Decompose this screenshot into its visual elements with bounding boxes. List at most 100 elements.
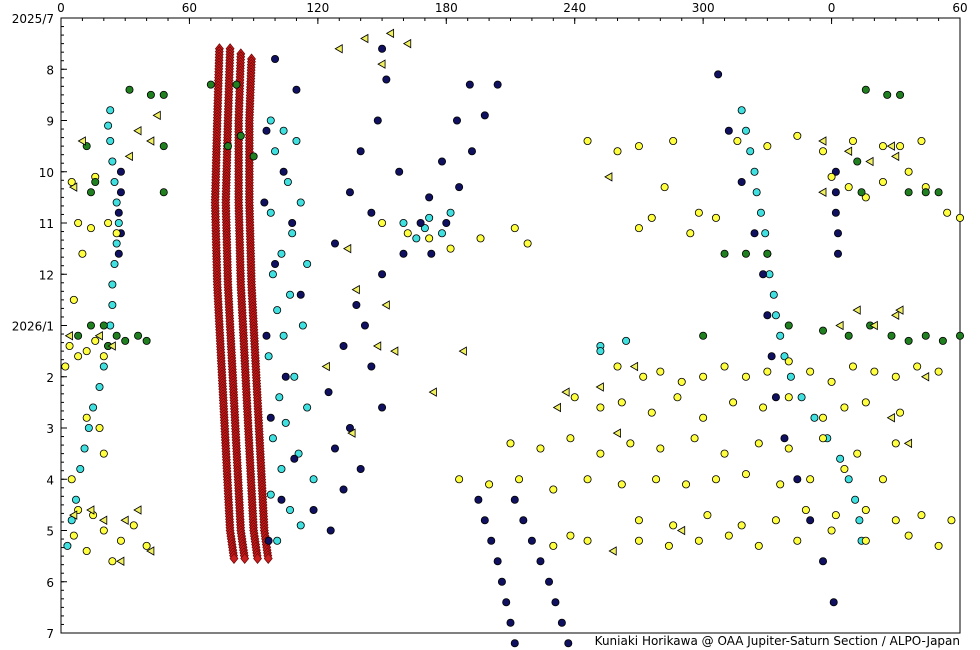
series-0-point [112,239,121,248]
series-2-point [634,224,643,233]
series-5-point [116,556,125,566]
series-0-point [420,224,429,233]
series-2-point [583,475,592,484]
series-2-point [917,136,926,145]
series-3-point [934,188,943,197]
series-2-point [793,131,802,140]
series-0-point [786,372,795,381]
y-tick-label: 4 [46,473,54,487]
series-2-point [861,505,870,514]
series-5-point [890,310,900,320]
series-3-point [921,331,930,340]
series-2-point [95,423,104,432]
series-0-point [279,126,288,135]
series-1-point [114,208,123,217]
series-0-point [810,413,819,422]
series-0-point [851,495,860,504]
series-3-point [844,331,853,340]
series-1-point [339,485,348,494]
series-1-point [714,70,723,79]
series-2-point [634,142,643,151]
series-2-point [724,531,733,540]
plot-frame [60,17,961,634]
series-0-point [596,347,605,356]
y-tick-label: 2 [46,371,54,385]
series-2-point [626,439,635,448]
series-5-point [428,387,437,397]
series-1-point [262,126,271,135]
series-2-point [711,475,720,484]
series-2-point [848,136,857,145]
series-2-point [476,234,485,243]
series-5-point [152,110,161,121]
series-2-point [634,536,643,545]
series-2-point [506,439,515,448]
series-1-point [724,126,733,135]
series-0-point [412,234,421,243]
series-2-point [711,213,720,222]
series-2-point [720,362,729,371]
series-0-point [296,198,305,207]
series-3-point [699,331,708,340]
series-0-point [298,321,307,330]
series-2-point [634,516,643,525]
series-0-point [67,516,76,525]
series-0-point [303,403,312,412]
series-2-point [549,541,558,550]
series-5-point [133,126,142,136]
series-5-point [852,305,861,315]
y-tick-label: 11 [39,217,54,231]
series-3-point [134,331,143,340]
series-1-point [487,536,496,545]
series-2-point [917,511,926,520]
series-3-point [784,321,793,330]
series-5-point [343,243,352,254]
series-3-point [720,249,729,258]
series-0-point [266,208,275,217]
series-2-point [69,295,78,304]
series-1-point [829,598,838,607]
series-0-point [303,259,312,268]
series-1-point [519,516,528,525]
series-1-point [367,208,376,217]
red-band-1-point [240,552,250,565]
series-1-point [833,249,842,258]
series-5-point [390,346,399,356]
series-2-point [934,541,943,550]
series-2-point [82,413,91,422]
series-3-point [206,80,215,89]
series-5-point [69,182,78,192]
series-5-point [377,59,386,69]
series-0-point [844,475,853,484]
series-0-point [622,336,631,345]
series-2-point [848,362,857,371]
series-2-point [455,475,464,484]
red-band-3-point [263,552,273,565]
series-1-point [465,80,474,89]
series-0-point [63,541,72,550]
series-5-point [146,136,155,146]
series-2-point [934,367,943,376]
series-3-point [956,331,965,340]
series-0-point [399,218,408,227]
series-2-point [690,434,699,443]
series-1-point [382,75,391,84]
series-2-point [116,536,125,545]
series-0-point [438,229,447,238]
series-2-point [784,357,793,366]
series-2-point [82,547,91,556]
series-1-point [455,183,464,192]
y-tick-label: 2025/7 [12,12,54,26]
series-0-point [71,495,80,504]
series-5-point [818,187,827,197]
y-tick-label: 2026/1 [12,320,54,334]
series-5-point [381,300,390,310]
series-2-point [784,444,793,453]
series-5-point [94,331,103,341]
series-3-point [159,142,168,151]
series-3-point [896,90,905,99]
y-tick-label: 9 [46,115,54,129]
series-2-point [694,536,703,545]
series-2-point [67,475,76,484]
series-2-point [425,234,434,243]
